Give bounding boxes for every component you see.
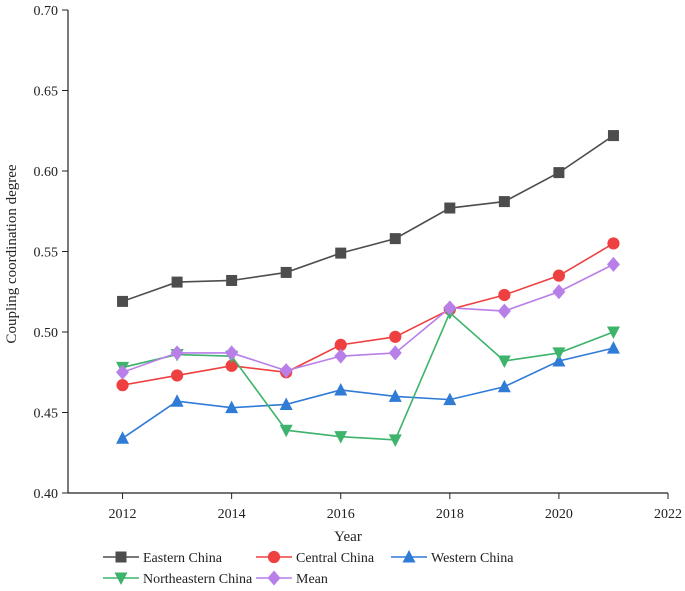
x-tick-label: 2022 [654, 507, 682, 522]
legend-marker [267, 570, 281, 586]
data-point-mean [225, 345, 239, 361]
data-point-central-china [225, 359, 238, 372]
y-tick-label: 0.70 [34, 4, 59, 19]
data-point-central-china [607, 237, 620, 250]
legend-label: Northeastern China [143, 572, 253, 587]
series-line-mean [122, 263, 614, 374]
legend-item-western-china: Western China [391, 550, 514, 566]
data-point-central-china [498, 288, 511, 302]
y-tick-label: 0.45 [34, 407, 59, 422]
data-point-eastern-china [444, 202, 456, 214]
legend-item-northeastern-china: Northeastern China [103, 572, 253, 587]
data-point-western-china [279, 397, 293, 410]
data-point-northeastern-china [552, 347, 566, 360]
series-northeastern-china [116, 307, 620, 447]
x-tick-label: 2012 [109, 507, 137, 522]
data-point-central-china [116, 379, 129, 392]
data-point-eastern-china [498, 196, 510, 208]
data-point-northeastern-china [497, 355, 511, 368]
legend-label: Mean [296, 572, 328, 587]
series-eastern-china [117, 130, 619, 307]
data-point-mean [334, 348, 348, 364]
y-tick-label: 0.65 [34, 85, 59, 100]
data-point-central-china [170, 369, 184, 382]
data-point-mean [443, 300, 457, 316]
data-point-western-china [388, 389, 402, 402]
series-line-eastern-china [122, 134, 614, 303]
y-tick-label: 0.40 [34, 487, 59, 502]
series-line-western-china [122, 347, 614, 439]
data-point-western-china [116, 431, 130, 444]
legend-item-mean: Mean [256, 570, 328, 587]
legend-item-central-china: Central China [256, 550, 375, 566]
y-tick-label: 0.60 [34, 165, 59, 180]
data-point-mean [552, 284, 566, 300]
legend-label: Eastern China [143, 551, 223, 566]
series-layer [116, 130, 620, 447]
x-tick-label: 2018 [436, 507, 464, 522]
data-point-northeastern-china [606, 326, 620, 339]
data-point-western-china [552, 353, 566, 367]
legend-marker [267, 550, 281, 564]
x-tick-label: 2014 [218, 507, 246, 522]
data-point-eastern-china [607, 130, 619, 142]
series-western-china [116, 341, 620, 444]
data-point-central-china [552, 269, 566, 282]
data-point-northeastern-china [279, 424, 293, 438]
data-point-western-china [606, 341, 620, 354]
series-line-northeastern-china [122, 311, 614, 441]
data-point-mean [388, 345, 402, 361]
data-point-mean [116, 364, 130, 380]
data-point-eastern-china [335, 247, 347, 259]
data-point-eastern-china [280, 266, 292, 278]
legend-marker [114, 572, 128, 585]
data-point-western-china [225, 400, 239, 414]
data-point-western-china [497, 379, 511, 393]
data-point-mean [606, 256, 620, 272]
data-point-mean [170, 345, 184, 361]
data-point-central-china [334, 338, 347, 351]
legend-item-eastern-china: Eastern China [103, 551, 223, 566]
data-point-mean [279, 363, 293, 379]
x-axis-label: Year [334, 529, 362, 545]
data-point-western-china [443, 392, 457, 406]
data-point-eastern-china [553, 167, 565, 179]
x-tick-label: 2016 [327, 507, 355, 522]
y-axis-label: Coupling coordination degree [4, 164, 20, 343]
data-point-eastern-china [171, 276, 183, 288]
legend-label: Central China [296, 551, 375, 566]
data-point-central-china [389, 330, 402, 343]
data-point-northeastern-china [334, 431, 348, 444]
data-point-western-china [334, 382, 348, 396]
data-point-eastern-china [226, 274, 238, 286]
data-point-eastern-china [389, 233, 401, 245]
axes: 0.40 0.45 0.50 0.55 0.60 0.65 0.70 2012 2014 2016… [34, 4, 683, 522]
data-point-eastern-china [117, 295, 129, 307]
legend-marker [402, 550, 416, 563]
legend-marker [115, 551, 127, 563]
data-point-western-china [170, 394, 184, 407]
data-point-mean [497, 303, 511, 319]
data-point-northeastern-china [388, 434, 402, 447]
legend: Eastern China Central China Western China N… [103, 550, 514, 587]
x-tick-label: 2020 [545, 507, 573, 522]
y-tick-label: 0.55 [34, 246, 59, 261]
y-tick-label: 0.50 [34, 326, 59, 341]
series-line-central-china [122, 242, 614, 386]
legend-label: Western China [431, 551, 514, 566]
series-mean [116, 256, 620, 380]
